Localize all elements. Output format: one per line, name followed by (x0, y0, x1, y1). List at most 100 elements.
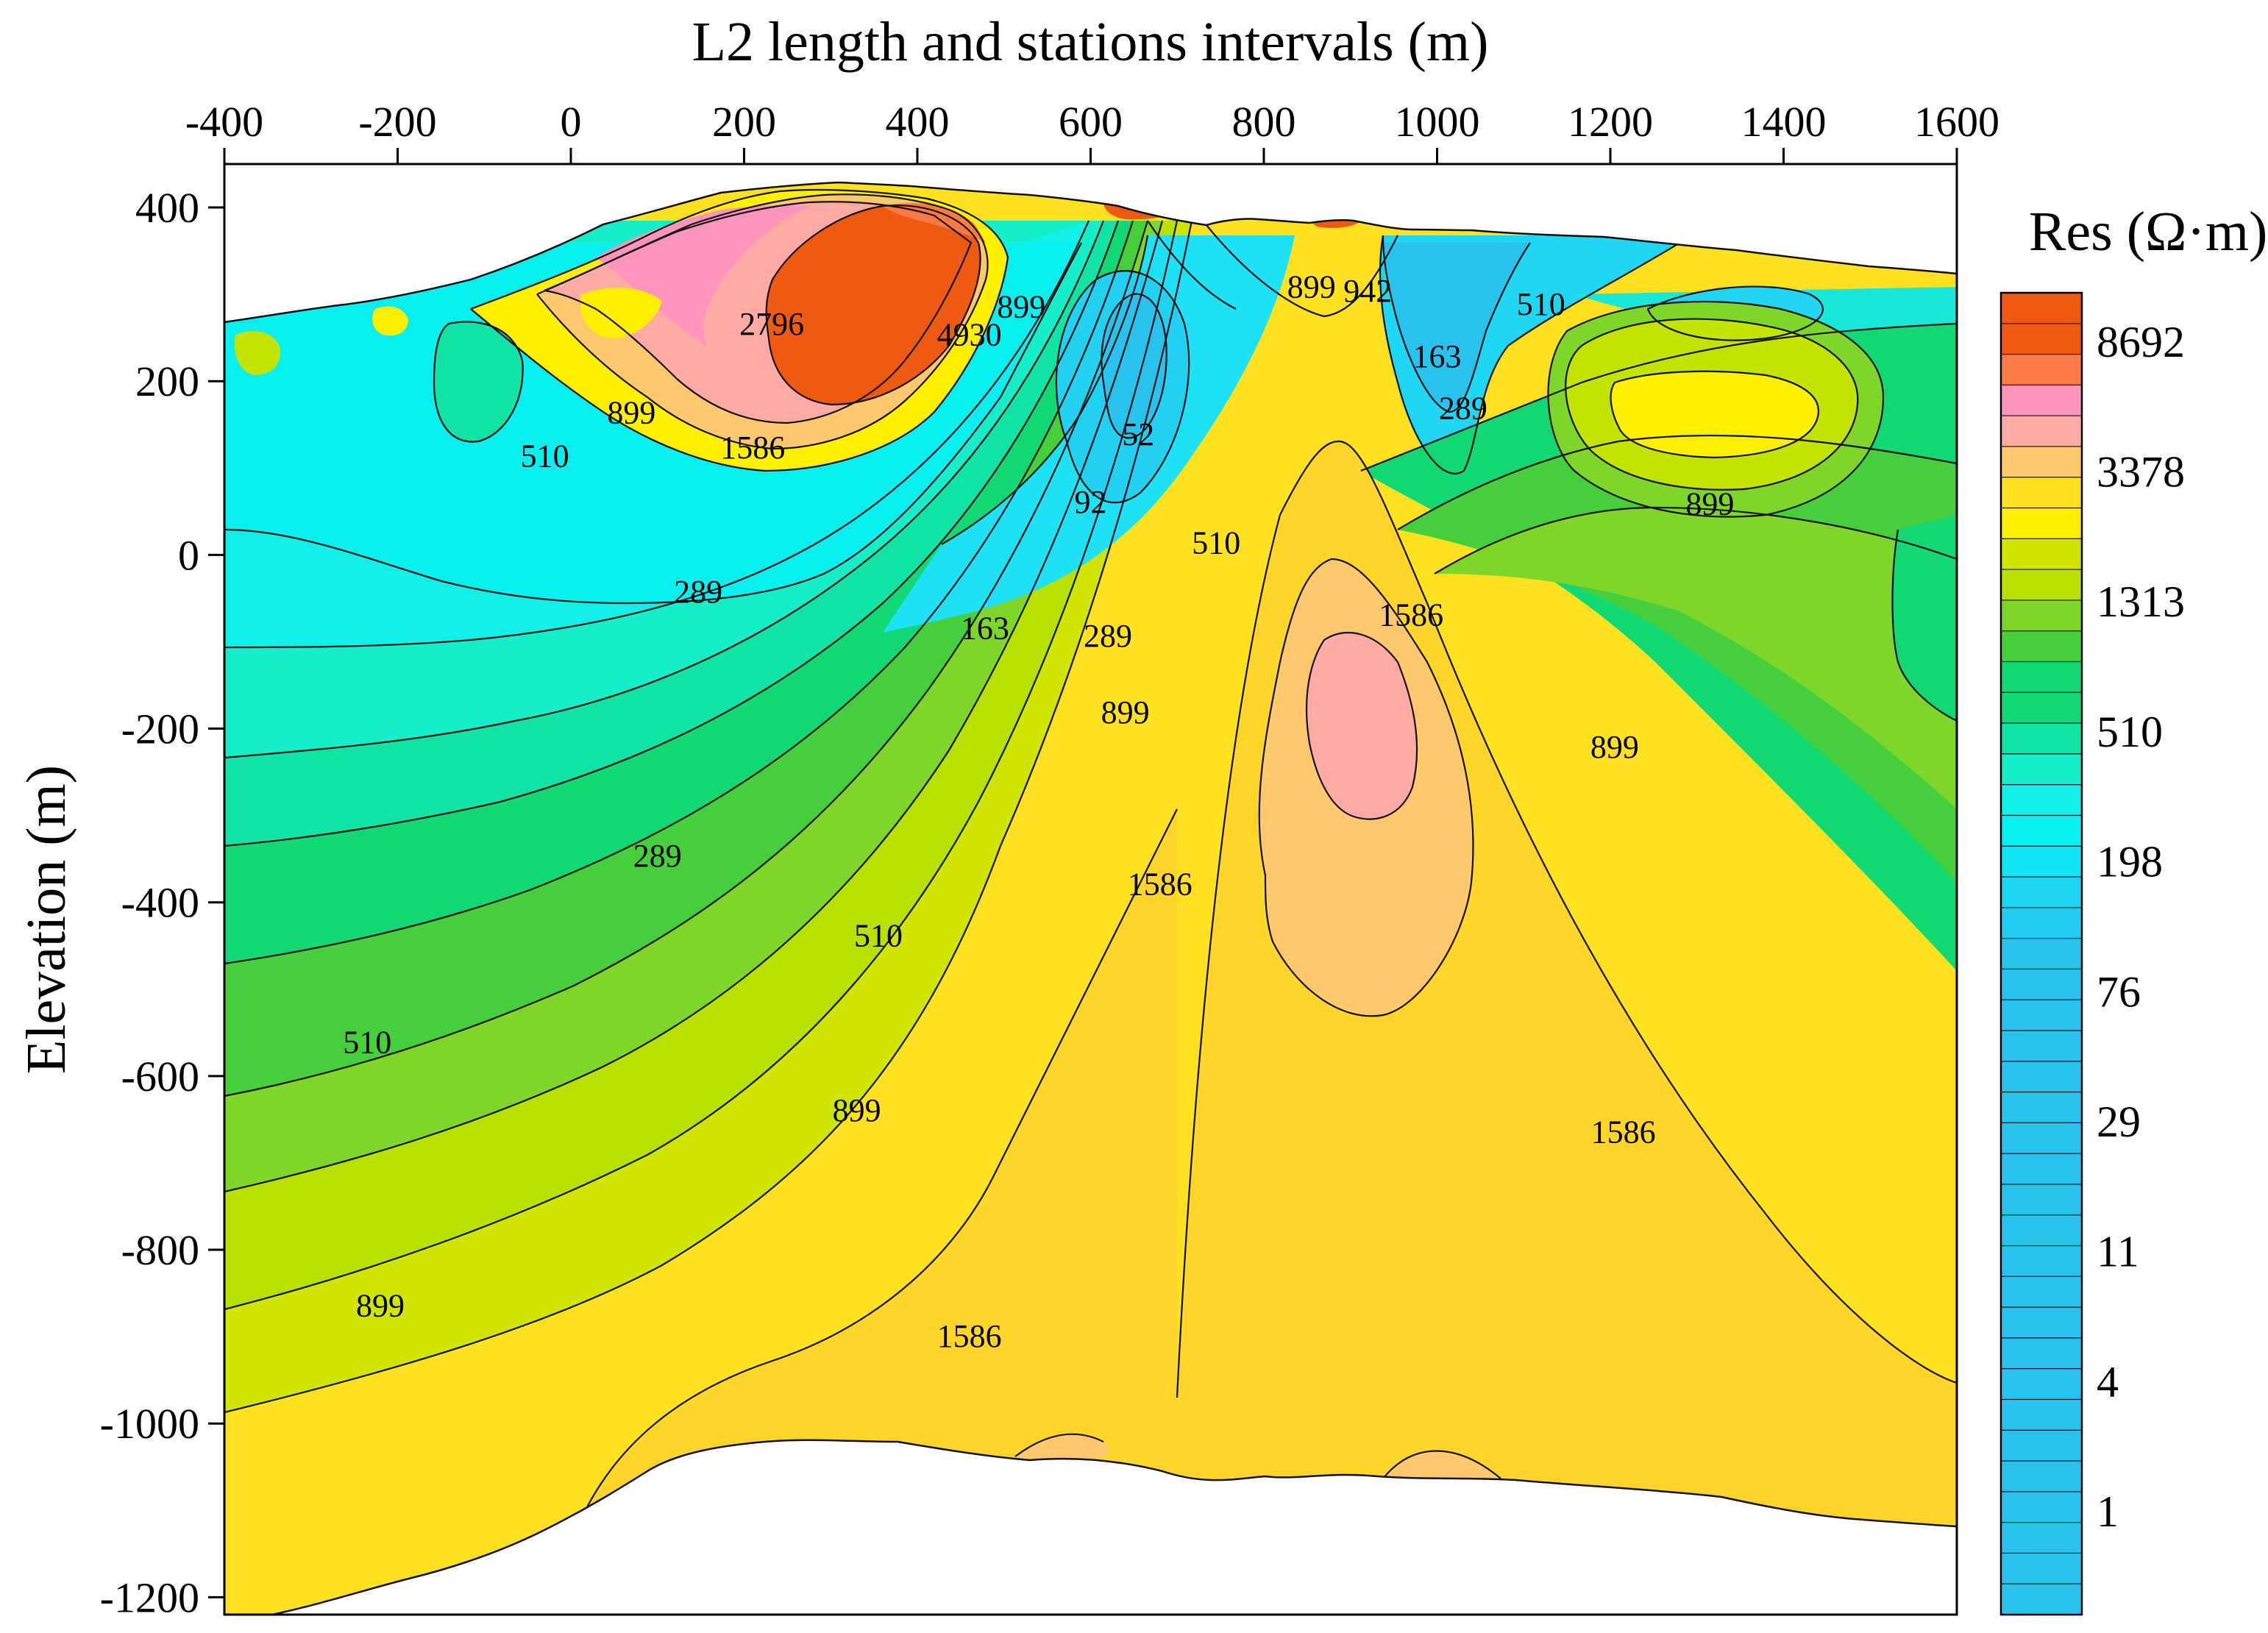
contour-label: 899 (1101, 694, 1150, 730)
colorbar-swatch (2000, 1030, 2083, 1062)
contour-label: 899 (1590, 729, 1639, 765)
contour-lines (224, 188, 1957, 1615)
contour-label: 289 (633, 838, 682, 874)
y-axis-title: Elevation (m) (15, 765, 77, 1074)
colorbar-swatch (2000, 722, 2083, 755)
colorbar-swatch (2000, 353, 2083, 386)
colorbar-swatch (2000, 1398, 2083, 1431)
colorbar-label: 3378 (2097, 448, 2185, 497)
contour-label: 899 (356, 1287, 405, 1323)
colorbar-swatch (2000, 907, 2083, 939)
contour-label: 289 (1084, 618, 1132, 654)
colorbar-swatch (2000, 1091, 2083, 1124)
colorbar-swatch (2000, 814, 2083, 847)
colorbar-title: Res (Ω·m) (2029, 201, 2268, 263)
colorbar-swatch (2000, 538, 2083, 571)
colorbar-swatch (2000, 1491, 2083, 1523)
colorbar-label: 4 (2097, 1357, 2119, 1406)
contour-label: 510 (854, 917, 903, 953)
colorbar-swatch (2000, 1153, 2083, 1186)
contour-label: 942 (1343, 273, 1392, 309)
colorbar-swatch (2000, 753, 2083, 786)
colorbar-label: 11 (2097, 1228, 2139, 1276)
colorbar-swatch (2000, 999, 2083, 1032)
y-tick-label: -800 (121, 1226, 199, 1274)
contour-label: 52 (1122, 416, 1154, 452)
colorbar-label: 510 (2097, 708, 2163, 756)
contour-label: 163 (961, 610, 1009, 646)
contour-label: 163 (1413, 338, 1462, 374)
colorbar-swatch (2000, 569, 2083, 602)
colorbar-legend: Res (Ω·m) 8692 3378 1313 510 198 76 29 11 4 1 (1999, 201, 2268, 1616)
colorbar-swatch (2000, 1583, 2083, 1616)
x-tick-label: -200 (358, 98, 436, 146)
contour-label: 510 (343, 1025, 391, 1061)
x-tick-label: 0 (561, 98, 582, 146)
colorbar-swatch (2000, 415, 2083, 448)
x-tick-label: 1400 (1741, 98, 1827, 146)
y-tick-label: 200 (135, 357, 199, 405)
y-tick-label: -1200 (100, 1573, 199, 1621)
colorbar-swatch (2000, 661, 2083, 694)
contour-label: 1586 (1379, 597, 1443, 633)
colorbar-swatches (1999, 291, 2083, 1616)
colorbar-swatch (2000, 630, 2083, 663)
section-outline (224, 181, 1958, 1616)
colorbar-swatch (2000, 938, 2083, 970)
x-tick-label: 1000 (1395, 98, 1480, 146)
contour-label: 1586 (937, 1318, 1002, 1354)
colorbar-swatch (2000, 600, 2083, 632)
colorbar-swatch (2000, 323, 2083, 355)
contour-label: 899 (1287, 268, 1336, 305)
colorbar-labels: 8692 3378 1313 510 198 76 29 11 4 1 (2097, 318, 2185, 1536)
colorbar-swatch (2000, 1368, 2083, 1401)
y-tick-label: -200 (121, 705, 199, 753)
colorbar-swatch (2000, 477, 2083, 509)
colorbar-frame (1999, 291, 2083, 1616)
contour-label: 1586 (720, 430, 785, 466)
colorbar-swatch (2000, 1460, 2083, 1493)
contour-label: 899 (997, 288, 1045, 324)
colorbar-label: 198 (2097, 838, 2163, 886)
colorbar-swatch (2000, 1552, 2083, 1585)
colorbar-label: 8692 (2097, 318, 2185, 366)
colorbar-swatch (2000, 1306, 2083, 1339)
y-tick-label: -1000 (100, 1400, 199, 1448)
colorbar-swatch (2000, 292, 2083, 324)
x-tick-label: 200 (712, 98, 776, 146)
colorbar-label: 76 (2097, 967, 2141, 1016)
y-axis-left: 400 200 0 -200 -400 -600 -800 -1000 -1200 (100, 184, 224, 1621)
colorbar-swatch (2000, 1214, 2083, 1247)
x-tick-label: -400 (185, 98, 263, 146)
colorbar-swatch (2000, 1522, 2083, 1554)
contour-label: 289 (674, 574, 722, 610)
x-tick-label: 600 (1059, 98, 1123, 146)
contour-label: 510 (1517, 286, 1565, 322)
contour-label: 1586 (1128, 867, 1192, 903)
colorbar-swatch (2000, 968, 2083, 1001)
colorbar-swatch (2000, 1276, 2083, 1309)
colorbar-swatch (2000, 384, 2083, 417)
colorbar-swatch (2000, 1429, 2083, 1462)
colorbar-swatch (2000, 784, 2083, 816)
colorbar-swatch (2000, 446, 2083, 478)
colorbar-label: 1313 (2097, 577, 2185, 626)
colorbar-swatch (2000, 876, 2083, 908)
y-tick-label: -600 (121, 1053, 199, 1100)
colorbar-swatch (2000, 691, 2083, 725)
colorbar-swatch (2000, 507, 2083, 540)
x-tick-label: 1200 (1568, 98, 1653, 146)
colorbar-swatch (2000, 1337, 2083, 1370)
y-tick-label: 0 (178, 531, 199, 579)
contour-label: 289 (1439, 391, 1487, 427)
contour-label: 899 (1685, 486, 1734, 522)
colorbar-label: 1 (2097, 1487, 2119, 1536)
contour-label: 92 (1075, 484, 1107, 520)
contour-label: 2796 (739, 306, 804, 342)
colorbar-label: 29 (2097, 1097, 2141, 1146)
contour-label: 4930 (937, 316, 1002, 352)
colorbar-swatch (2000, 845, 2083, 878)
y-tick-label: 400 (135, 184, 199, 232)
